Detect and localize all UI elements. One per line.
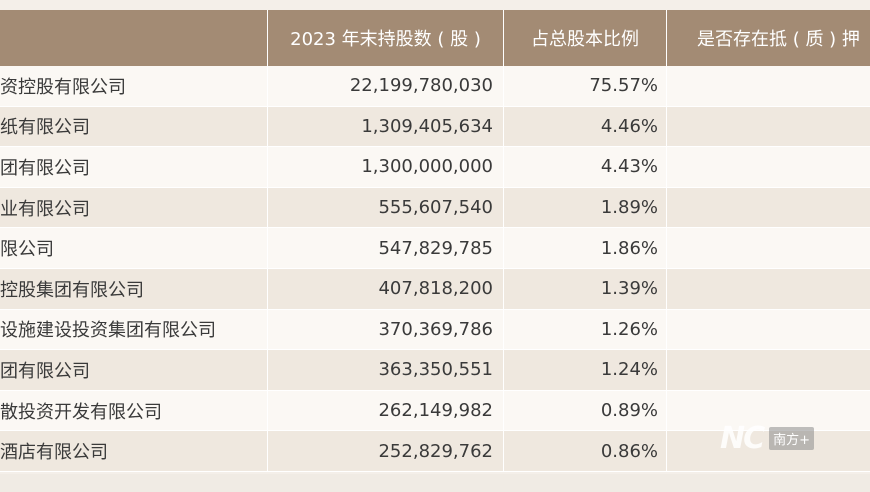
cell-pledge xyxy=(667,188,870,229)
table-row: 团有限公司 1,300,000,000 4.43% xyxy=(0,147,870,188)
cell-pledge xyxy=(667,431,870,472)
table-header: 2023 年末持股数 ( 股 ) 占总股本比例 是否存在抵 ( 质 ) 押 xyxy=(0,10,870,66)
cell-shares: 407,818,200 xyxy=(268,268,504,310)
watermark: NC 南方+ xyxy=(720,418,870,458)
table-row: 资控股有限公司 22,199,780,030 75.57% xyxy=(0,66,870,107)
cell-pledge xyxy=(667,269,870,310)
cell-ratio: 1.24% xyxy=(504,350,667,391)
table-row: 设施建设投资集团有限公司 370,369,786 1.26% xyxy=(0,309,870,351)
cell-shares: 555,607,540 xyxy=(268,187,504,229)
cell-pledge xyxy=(667,147,870,188)
cell-pledge xyxy=(667,107,870,148)
header-pledge: 是否存在抵 ( 质 ) 押 xyxy=(697,29,860,50)
cell-pledge xyxy=(667,310,870,351)
shareholder-table: 2023 年末持股数 ( 股 ) 占总股本比例 是否存在抵 ( 质 ) 押 资控… xyxy=(0,10,870,472)
cell-company-name: 控股集团有限公司 xyxy=(0,268,268,310)
table-row: 限公司 547,829,785 1.86% xyxy=(0,228,870,269)
watermark-logo: NC xyxy=(720,420,765,456)
cell-company-name: 团有限公司 xyxy=(0,350,268,391)
cell-shares: 22,199,780,030 xyxy=(268,66,504,107)
table-row: 纸有限公司 1,309,405,634 4.46% xyxy=(0,106,870,148)
table-row: 酒店有限公司 252,829,762 0.86% xyxy=(0,431,870,472)
cell-company-name: 纸有限公司 xyxy=(0,106,268,148)
cell-ratio: 1.86% xyxy=(504,228,667,269)
table-row: 控股集团有限公司 407,818,200 1.39% xyxy=(0,268,870,310)
header-ratio: 占总股本比例 xyxy=(504,10,667,66)
header-shares: 2023 年末持股数 ( 股 ) xyxy=(268,10,504,66)
cell-pledge xyxy=(667,66,870,107)
cell-company-name: 团有限公司 xyxy=(0,147,268,188)
table-row: 散投资开发有限公司 262,149,982 0.89% xyxy=(0,390,870,432)
cell-shares: 252,829,762 xyxy=(268,431,504,472)
cell-ratio: 0.89% xyxy=(504,390,667,432)
header-name xyxy=(0,10,268,66)
watermark-text: 南方+ xyxy=(769,426,815,450)
cell-ratio: 1.89% xyxy=(504,187,667,229)
cell-company-name: 酒店有限公司 xyxy=(0,431,268,472)
table-row: 团有限公司 363,350,551 1.24% xyxy=(0,350,870,391)
cell-company-name: 资控股有限公司 xyxy=(0,66,268,107)
cell-shares: 363,350,551 xyxy=(268,350,504,391)
cell-ratio: 0.86% xyxy=(504,431,667,472)
cell-ratio: 1.26% xyxy=(504,309,667,351)
cell-company-name: 散投资开发有限公司 xyxy=(0,390,268,432)
cell-pledge xyxy=(667,228,870,269)
cell-shares: 1,300,000,000 xyxy=(268,147,504,188)
cell-ratio: 1.39% xyxy=(504,268,667,310)
cell-pledge xyxy=(667,391,870,432)
cell-ratio: 4.46% xyxy=(504,106,667,148)
cell-company-name: 设施建设投资集团有限公司 xyxy=(0,309,268,351)
table-row: 业有限公司 555,607,540 1.89% xyxy=(0,187,870,229)
cell-company-name: 业有限公司 xyxy=(0,187,268,229)
bottom-band xyxy=(0,474,870,492)
cell-shares: 547,829,785 xyxy=(268,228,504,269)
cell-shares: 1,309,405,634 xyxy=(268,106,504,148)
cell-shares: 262,149,982 xyxy=(268,390,504,432)
cell-ratio: 4.43% xyxy=(504,147,667,188)
cell-company-name: 限公司 xyxy=(0,228,268,269)
cell-shares: 370,369,786 xyxy=(268,309,504,351)
cell-pledge xyxy=(667,350,870,391)
cell-ratio: 75.57% xyxy=(504,66,667,107)
